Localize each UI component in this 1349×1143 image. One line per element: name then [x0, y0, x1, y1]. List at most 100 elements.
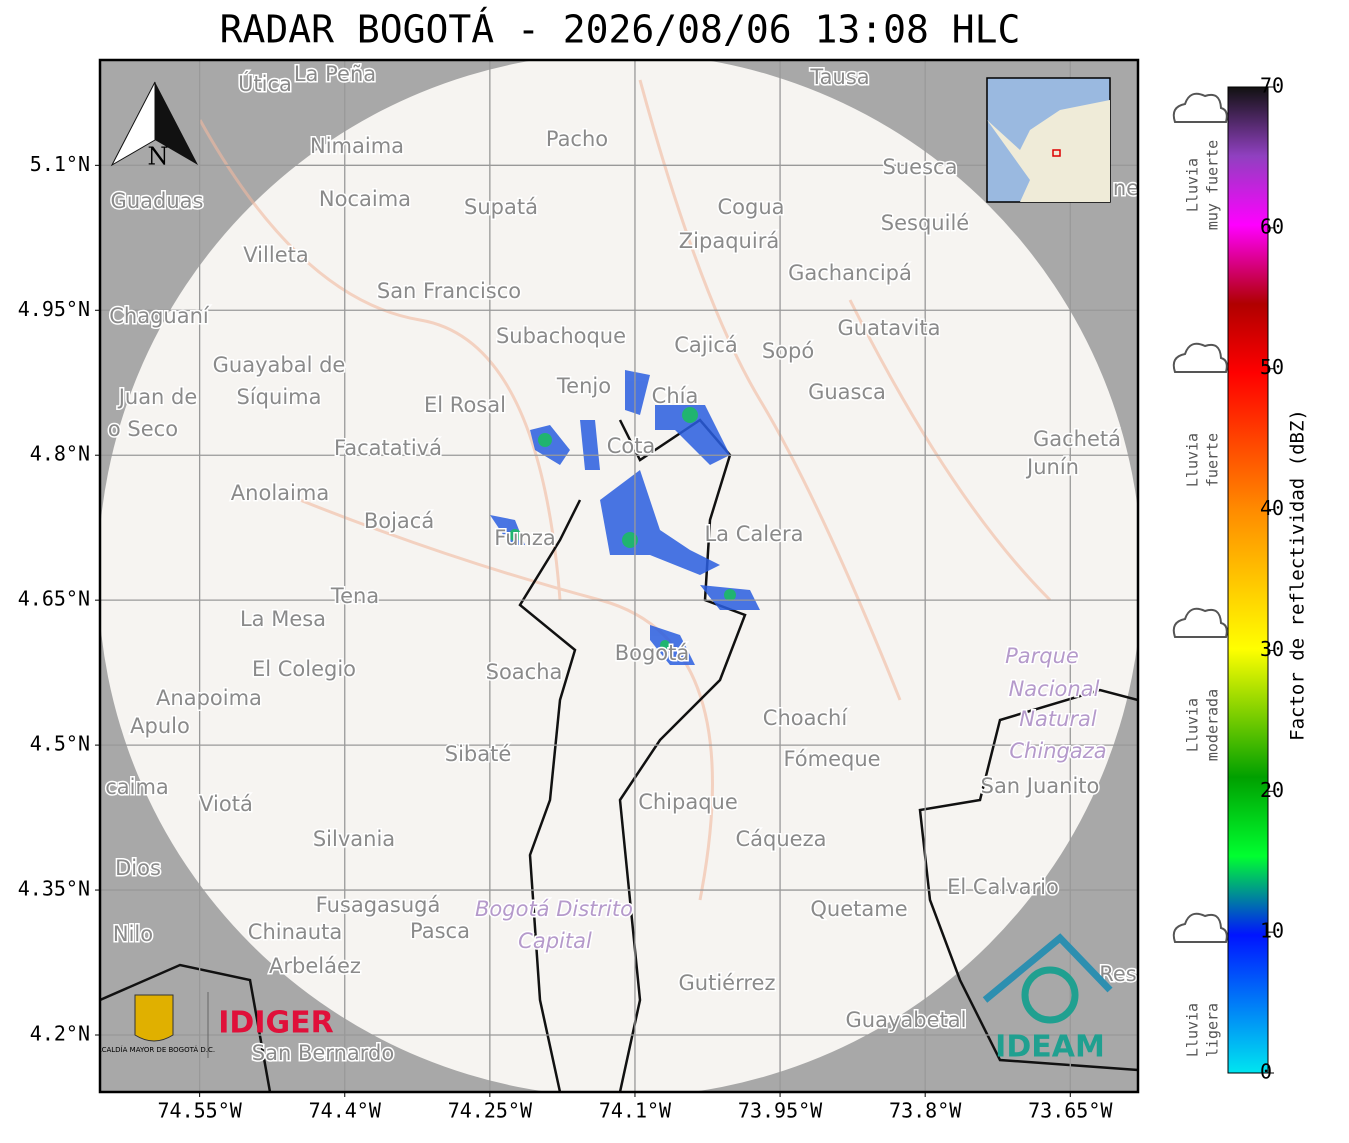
place-label: El Rosal: [424, 393, 506, 417]
x-tick-label: 74.55°W: [157, 1099, 242, 1123]
y-tick-label: 4.8°N: [30, 442, 90, 466]
place-label: Funza: [494, 526, 555, 550]
x-tick-label: 74.4°W: [309, 1099, 382, 1123]
place-label: La Peña: [294, 62, 376, 86]
place-label: La Calera: [704, 522, 803, 546]
place-label: Útica: [238, 71, 292, 96]
place-label: La Mesa: [240, 607, 326, 631]
place-label: Sopó: [762, 339, 814, 363]
rain-icon: [1172, 912, 1228, 943]
place-label: Junín: [1025, 455, 1079, 479]
place-label: Villeta: [243, 243, 308, 267]
place-label: Arbeláez: [269, 954, 361, 978]
y-tick-label: 4.5°N: [30, 732, 90, 756]
place-label: Nilo: [113, 922, 153, 946]
place-label: Subachoque: [496, 324, 626, 348]
rain-icon: [1172, 607, 1228, 638]
y-tick-label: 4.35°N: [18, 877, 90, 901]
place-label: Parque: [1005, 644, 1079, 668]
place-label: Natural: [1019, 707, 1097, 731]
legend-label: moderada: [1204, 689, 1222, 761]
place-label: San Juanito: [981, 774, 1100, 798]
place-label: Cota: [607, 434, 656, 458]
place-label: o Seco: [108, 417, 178, 441]
place-label: Sibaté: [445, 742, 512, 766]
place-label: Fómeque: [783, 747, 880, 771]
place-label: Tenjo: [556, 374, 611, 398]
place-label: Gutiérrez: [679, 971, 776, 995]
x-tick-label: 74.1°W: [599, 1099, 672, 1123]
place-label: San Francisco: [377, 279, 521, 303]
place-label: Zipaquirá: [679, 229, 779, 253]
rain-icon: [1172, 92, 1228, 123]
legend-label: Lluvia: [1184, 158, 1202, 212]
place-label: Cáqueza: [736, 827, 827, 851]
colorbar-tick-label: 10: [1260, 919, 1284, 943]
legend-label: Lluvia: [1184, 1003, 1202, 1057]
place-label: El Colegio: [252, 657, 356, 681]
x-tick-label: 73.65°W: [1028, 1099, 1113, 1123]
place-label: Gachetá: [1033, 427, 1121, 451]
place-label: Supatá: [464, 195, 538, 219]
place-label: Fusagasugá: [316, 893, 441, 917]
map-frame: [98, 58, 1140, 1094]
place-label: Quetame: [810, 897, 907, 921]
place-label: Choachí: [763, 706, 849, 730]
place-label: Guayabetal: [846, 1008, 967, 1032]
title: RADAR BOGOTÁ - 2026/08/06 13:08 HLC: [220, 8, 1021, 52]
ideam-logo: IDEAM: [995, 1030, 1105, 1065]
place-label: Pacho: [546, 127, 608, 151]
x-tick-label: 73.8°W: [889, 1099, 962, 1123]
legend-label: muy fuerte: [1204, 140, 1222, 230]
place-label: Bogotá Distrito: [475, 897, 633, 921]
place-label: Guaduas: [111, 189, 204, 213]
place-label: Pasca: [410, 919, 470, 943]
place-label: Dios: [115, 856, 161, 880]
place-label: Facatativá: [334, 436, 442, 460]
place-label: Chía: [652, 384, 699, 408]
y-tick-label: 4.65°N: [18, 587, 90, 611]
place-label: El Calvario: [947, 875, 1059, 899]
place-label: Guatavita: [838, 316, 941, 340]
place-label: San Bernardo: [252, 1041, 394, 1065]
colorbar-tick-label: 70: [1260, 74, 1284, 98]
place-label: Silvania: [313, 827, 395, 851]
place-label: Apulo: [130, 714, 190, 738]
colorbar-tick-label: 40: [1260, 496, 1284, 520]
place-label: Nimaima: [310, 134, 404, 158]
place-label: Suesca: [883, 155, 958, 179]
idiger-logo: IDIGER: [218, 1006, 333, 1041]
place-label: Chingaza: [1009, 739, 1106, 763]
place-label: Gachancipá: [788, 261, 912, 285]
place-label: Viotá: [199, 792, 253, 816]
legend-label: fuerte: [1204, 433, 1222, 487]
place-label: Síquima: [237, 385, 322, 409]
place-label: Nocaima: [319, 187, 411, 211]
place-label: Chipaque: [638, 790, 738, 814]
place-label: Tausa: [809, 65, 869, 89]
map: Útica La Peña Tausa Pacho Nimaima Guaduas Noca…: [100, 60, 1139, 1092]
place-label: Chaguaní: [109, 304, 210, 328]
y-tick-label: 5.1°N: [30, 152, 90, 176]
place-label: Sesquilé: [881, 211, 969, 235]
place-label: Juan de: [117, 385, 198, 409]
colorbar-label: Factor de reflectividad (dBZ): [1287, 409, 1309, 741]
place-label: Cogua: [717, 195, 784, 219]
y-tick-label: 4.2°N: [30, 1021, 90, 1045]
colorbar-tick-label: 60: [1260, 214, 1284, 238]
x-tick-label: 74.25°W: [448, 1099, 533, 1123]
place-label: Guayabal de: [213, 353, 346, 377]
y-tick-label: 4.95°N: [18, 297, 90, 321]
place-label: Guasca: [808, 380, 886, 404]
place-label: ne: [1113, 176, 1139, 200]
colorbar-tick-label: 0: [1260, 1060, 1272, 1084]
colorbar-tick-label: 30: [1260, 637, 1284, 661]
legend-label: ligera: [1204, 1003, 1222, 1057]
colorbar: [1227, 86, 1269, 1074]
place-label: Tena: [330, 584, 379, 608]
rain-icon: [1172, 342, 1228, 373]
place-label: Bojacá: [364, 509, 434, 533]
place-label: Anapoima: [156, 686, 262, 710]
colorbar-tick-label: 50: [1260, 355, 1284, 379]
legend-label: Lluvia: [1184, 698, 1202, 752]
